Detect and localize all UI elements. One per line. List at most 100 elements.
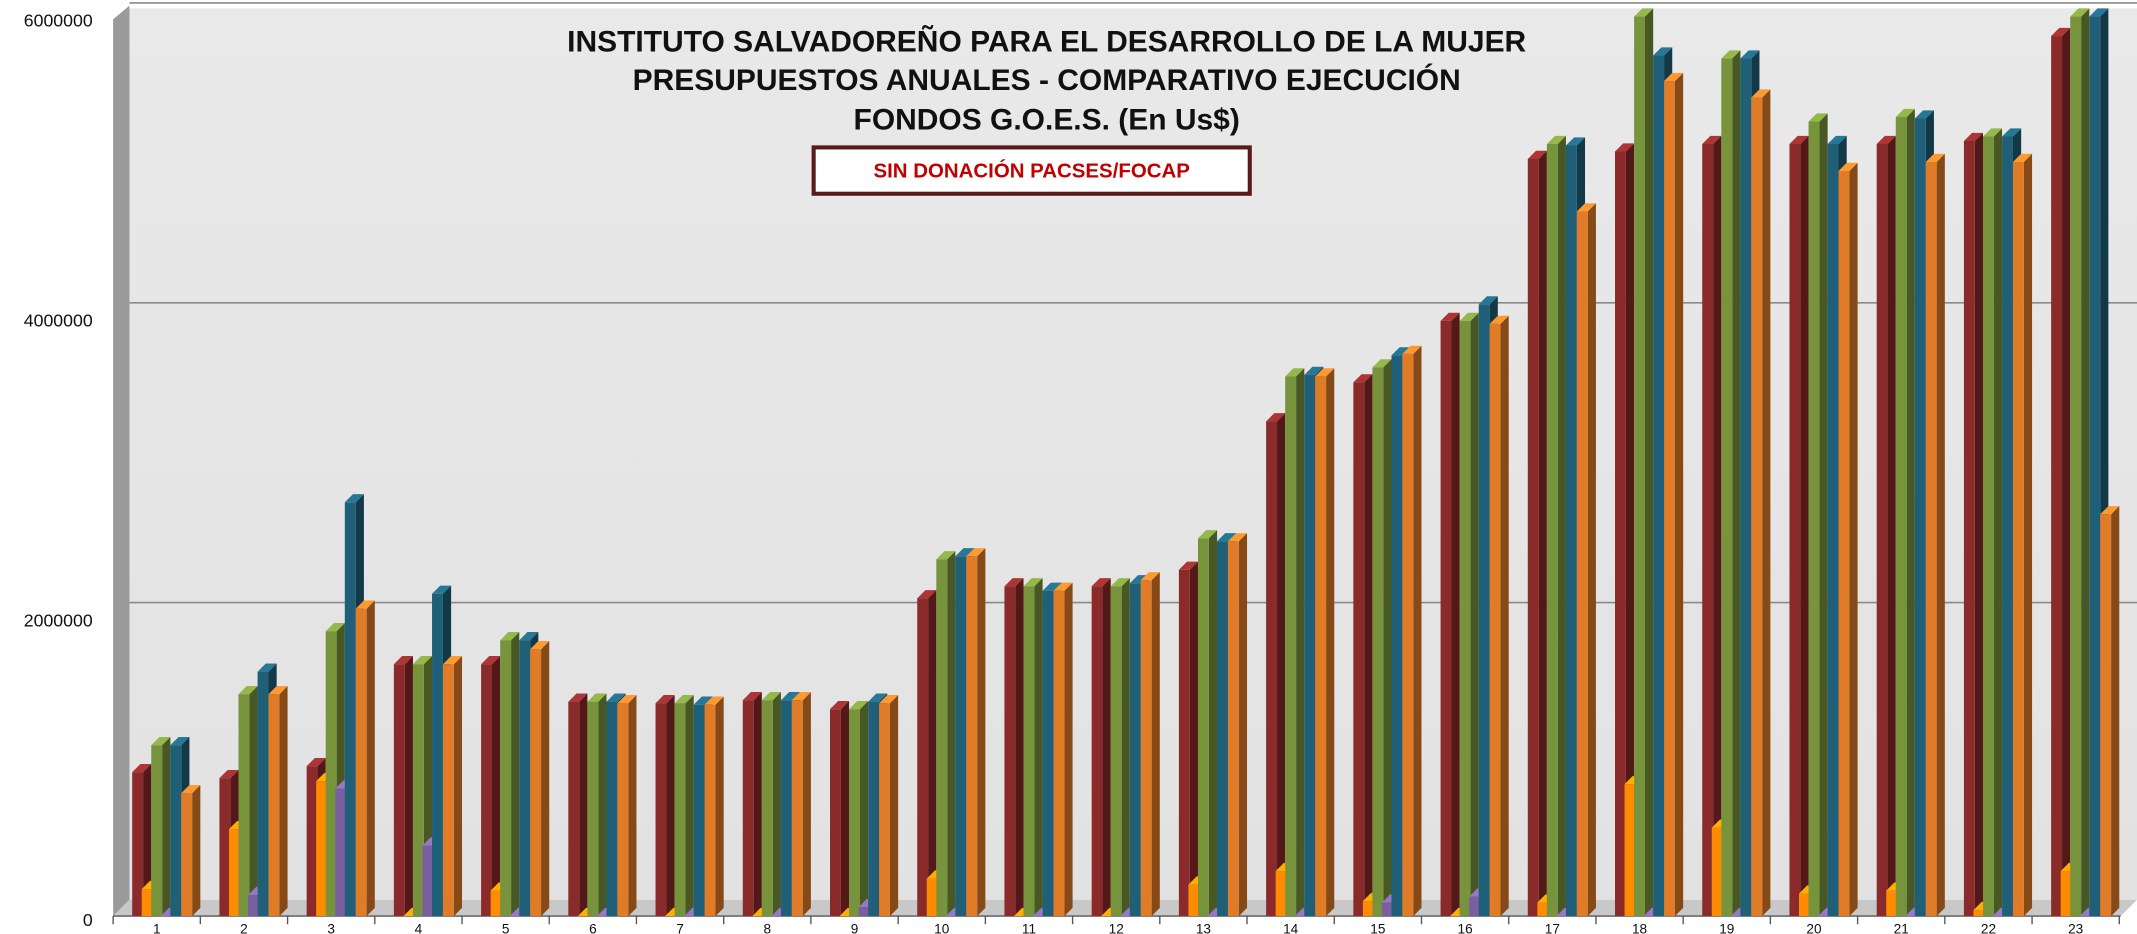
bar-top xyxy=(1372,359,1392,368)
bar xyxy=(132,772,144,917)
bar xyxy=(655,703,667,917)
bar-top xyxy=(1402,345,1422,354)
bar-side xyxy=(840,701,850,917)
bar-top xyxy=(1721,50,1741,59)
bar xyxy=(1129,583,1141,917)
chart-title: PRESUPUESTOS ANUALES - COMPARATIVO EJECU… xyxy=(633,63,1461,97)
bar xyxy=(268,694,280,917)
bar-top xyxy=(761,692,781,701)
bar-top xyxy=(1042,582,1062,591)
bar-top xyxy=(2051,27,2071,37)
bar xyxy=(2100,514,2112,917)
bar-top xyxy=(1546,135,1566,144)
bar-top xyxy=(2070,8,2090,17)
bar xyxy=(1275,871,1287,917)
bar-top xyxy=(1664,72,1684,82)
bar xyxy=(761,700,773,917)
bar xyxy=(1615,151,1626,917)
bar xyxy=(704,704,716,917)
x-tick-label: 22 xyxy=(1981,921,1996,934)
bar xyxy=(1353,382,1365,917)
bar-top xyxy=(1914,110,1934,119)
bar-side xyxy=(889,695,899,917)
bar xyxy=(1489,323,1501,917)
y-tick-label: 6000000 xyxy=(24,11,93,31)
bar-side xyxy=(1151,572,1160,917)
bar xyxy=(917,598,929,917)
bar xyxy=(432,593,443,917)
bar-side xyxy=(1644,8,1654,917)
bar-top xyxy=(1227,533,1248,542)
bar xyxy=(1110,586,1122,917)
x-tick-label: 13 xyxy=(1196,921,1211,934)
bar-top xyxy=(1440,312,1460,321)
x-tick-label: 17 xyxy=(1545,921,1560,934)
bar xyxy=(1711,827,1723,917)
bar-side xyxy=(1015,578,1024,917)
y-tick-label: 4000000 xyxy=(24,311,93,331)
bar-side xyxy=(1800,135,1809,917)
bar xyxy=(481,664,493,917)
bar-top xyxy=(1266,413,1286,422)
bar xyxy=(228,829,240,917)
bar-top xyxy=(1615,143,1635,152)
bar-top xyxy=(849,701,869,710)
bar xyxy=(780,700,792,917)
bar-side xyxy=(1732,50,1741,917)
bar xyxy=(1876,143,1888,917)
bar-top xyxy=(655,695,675,704)
bar-side xyxy=(1538,150,1547,917)
bar-top xyxy=(432,585,452,594)
bar-top xyxy=(238,686,258,695)
bar-top xyxy=(257,663,277,672)
bar xyxy=(1963,140,1975,917)
bar-side xyxy=(2081,8,2090,917)
bar xyxy=(1721,58,1733,917)
bar xyxy=(442,664,454,917)
bar xyxy=(2060,871,2072,917)
bar-top xyxy=(181,784,201,794)
bar-side xyxy=(1121,578,1130,917)
bar-top xyxy=(587,693,607,702)
bar-top xyxy=(1827,135,1847,144)
bar-top xyxy=(674,695,694,704)
bar-side xyxy=(1625,143,1635,917)
bar-top xyxy=(1895,108,1915,118)
bar xyxy=(1973,910,1985,917)
bar-side xyxy=(1887,135,1896,917)
bar-top xyxy=(1053,582,1073,591)
bar xyxy=(412,664,424,917)
bar-top xyxy=(1391,347,1411,356)
bar-top xyxy=(1740,50,1760,59)
bar xyxy=(1789,143,1801,917)
bar-side xyxy=(1034,578,1043,917)
bar-top xyxy=(1489,315,1509,324)
bar-side xyxy=(685,695,694,917)
bar xyxy=(1459,320,1471,917)
bar-side xyxy=(753,692,762,917)
bar xyxy=(490,890,502,917)
bar xyxy=(966,556,978,917)
bar-side xyxy=(859,701,869,917)
bar xyxy=(1402,353,1414,917)
bar-side xyxy=(1326,368,1335,917)
bar xyxy=(926,878,938,917)
bar xyxy=(355,608,367,917)
bar-side xyxy=(1849,162,1858,917)
bar-top xyxy=(879,695,899,704)
bar-top xyxy=(1653,47,1673,56)
bar-top xyxy=(1838,162,1858,171)
bar xyxy=(530,649,542,917)
bar-top xyxy=(1197,530,1218,539)
x-tick-label: 3 xyxy=(327,921,335,934)
bar-side xyxy=(977,548,986,917)
bar xyxy=(141,889,153,917)
x-tick-label: 16 xyxy=(1458,921,1473,934)
bar-side xyxy=(511,632,520,917)
bar-side xyxy=(1296,368,1305,917)
bar xyxy=(181,793,193,917)
bar-top xyxy=(936,551,956,560)
bar xyxy=(1004,586,1016,917)
bar xyxy=(2089,16,2101,917)
bar-top xyxy=(955,548,975,557)
